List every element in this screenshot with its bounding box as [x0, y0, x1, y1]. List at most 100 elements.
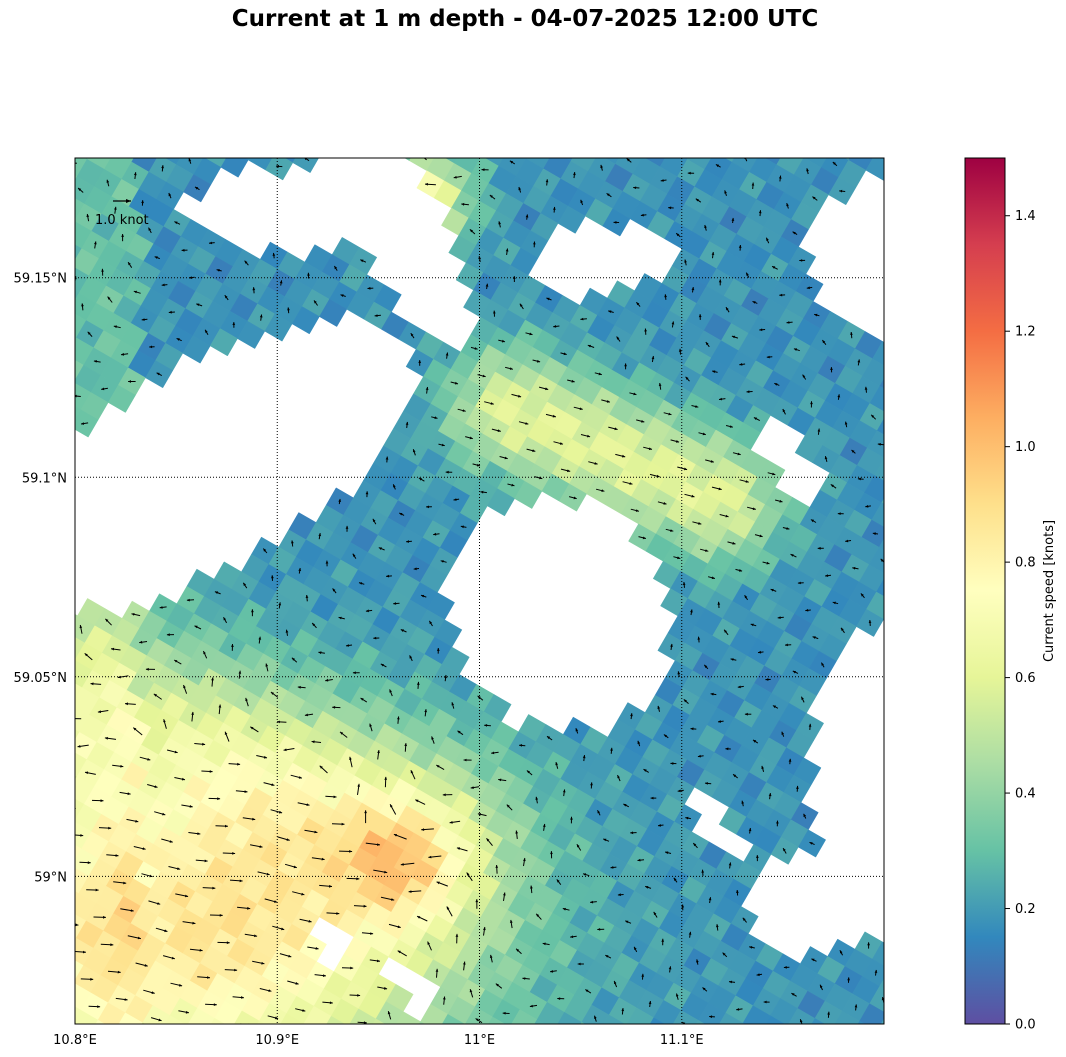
- current-arrowhead: [814, 313, 818, 317]
- current-arrowhead: [718, 487, 722, 491]
- current-arrowhead: [809, 842, 813, 845]
- current-arrowhead: [777, 616, 781, 619]
- current-arrowhead: [302, 1009, 306, 1012]
- speed-cell: [75, 359, 84, 381]
- current-arrow: [681, 145, 687, 146]
- current-arrowhead: [474, 347, 478, 350]
- current-arrowhead: [475, 141, 478, 144]
- current-arrowhead: [705, 782, 708, 785]
- speed-cell: [889, 513, 916, 540]
- current-arrowhead: [450, 1025, 453, 1028]
- current-arrowhead: [681, 904, 685, 908]
- current-arrowhead: [685, 816, 689, 820]
- current-arrowhead: [648, 447, 652, 451]
- current-arrowhead: [822, 340, 826, 344]
- current-arrowhead: [772, 705, 777, 709]
- current-arrowhead: [162, 812, 166, 816]
- current-arrowhead: [367, 286, 371, 290]
- axis-tick-labels: 10.8°E 10.9°E 11°E 11.1°E 59.15°N 59.1°N 59.05…: [14, 272, 704, 1048]
- current-arrowhead: [441, 443, 445, 447]
- current-arrowhead: [133, 727, 137, 731]
- current-arrowhead: [583, 873, 587, 876]
- current-arrowhead: [174, 660, 178, 663]
- current-arrowhead: [244, 790, 248, 793]
- speed-cell: [581, 1004, 610, 1024]
- speed-cell: [244, 158, 250, 161]
- speed-cell: [319, 298, 348, 327]
- speed-cell: [84, 158, 89, 160]
- current-arrowhead: [325, 678, 329, 682]
- current-arrowhead: [225, 824, 228, 828]
- current-arrowhead: [319, 765, 323, 769]
- current-arrowhead: [274, 900, 278, 903]
- current-arrowhead: [857, 477, 861, 481]
- current-arrowhead: [214, 591, 219, 594]
- colorbar-tick-label: 0.4: [1015, 787, 1036, 802]
- current-arrowhead: [279, 280, 283, 284]
- current-arrowhead: [711, 576, 715, 580]
- current-arrowhead: [691, 494, 695, 498]
- current-arrowhead: [526, 770, 530, 774]
- speed-cell: [881, 498, 884, 505]
- current-arrowhead: [70, 717, 73, 720]
- current-arrowhead: [81, 422, 85, 425]
- current-arrow: [215, 152, 220, 156]
- current-arrowhead: [272, 252, 276, 256]
- current-arrowhead: [384, 776, 388, 780]
- speed-cell: [719, 1012, 744, 1024]
- current-arrowhead: [711, 252, 715, 255]
- speed-cell: [169, 997, 198, 1024]
- current-arrowhead: [376, 959, 380, 963]
- current-arrowhead: [451, 702, 455, 706]
- current-arrowhead: [805, 608, 809, 612]
- current-arrowhead: [128, 380, 131, 383]
- current-arrowhead: [79, 625, 83, 629]
- current-arrowhead: [67, 249, 70, 252]
- current-arrowhead: [333, 795, 337, 799]
- current-arrowhead: [759, 534, 763, 538]
- current-arrowhead: [469, 229, 473, 233]
- current-arrowhead: [744, 595, 748, 599]
- current-arrowhead: [753, 739, 757, 743]
- speed-cell: [684, 158, 689, 160]
- current-arrowhead: [613, 221, 617, 224]
- current-arrowhead: [149, 874, 153, 878]
- current-arrowhead: [600, 164, 603, 169]
- current-arrowhead: [393, 484, 396, 488]
- current-arrowhead: [885, 352, 888, 355]
- current-arrowhead: [278, 810, 283, 814]
- current-arrowhead: [285, 629, 289, 633]
- current-arrowhead: [557, 997, 561, 1000]
- current-arrowhead: [519, 744, 523, 747]
- current-arrowhead: [442, 996, 446, 1000]
- speed-cell: [105, 1030, 132, 1057]
- speed-cell: [47, 812, 74, 839]
- current-arrow: [64, 688, 73, 694]
- speed-cell: [47, 211, 74, 238]
- current-arrowhead: [427, 941, 430, 945]
- speed-cell: [890, 351, 917, 378]
- current-arrowhead: [702, 987, 706, 991]
- current-arrowhead: [617, 775, 620, 779]
- current-arrowhead: [90, 682, 94, 686]
- current-arrowhead: [498, 778, 502, 782]
- current-arrowhead: [498, 221, 501, 225]
- current-arrowhead: [522, 977, 526, 980]
- current-arrowhead: [529, 332, 533, 336]
- colorbar-ticks: 0.0 0.2 0.4 0.6 0.8 1.0 1.2 1.4: [1005, 209, 1036, 1033]
- map-title: Current at 1 m depth - 04-07-2025 12:00 …: [231, 6, 819, 32]
- current-arrowhead: [51, 752, 54, 755]
- current-arrowhead: [606, 400, 610, 403]
- current-arrowhead: [278, 602, 282, 606]
- current-arrow: [424, 1031, 425, 1039]
- current-arrowhead: [133, 172, 137, 176]
- current-arrowhead: [469, 989, 473, 993]
- current-arrow: [594, 138, 595, 143]
- speed-cell: [742, 128, 769, 155]
- current-arrowhead: [490, 402, 494, 405]
- speed-cell: [75, 290, 80, 301]
- current-arrowhead: [231, 644, 234, 647]
- current-arrowhead: [749, 946, 753, 949]
- current-arrowhead: [625, 920, 629, 924]
- current-arrowhead: [481, 168, 485, 172]
